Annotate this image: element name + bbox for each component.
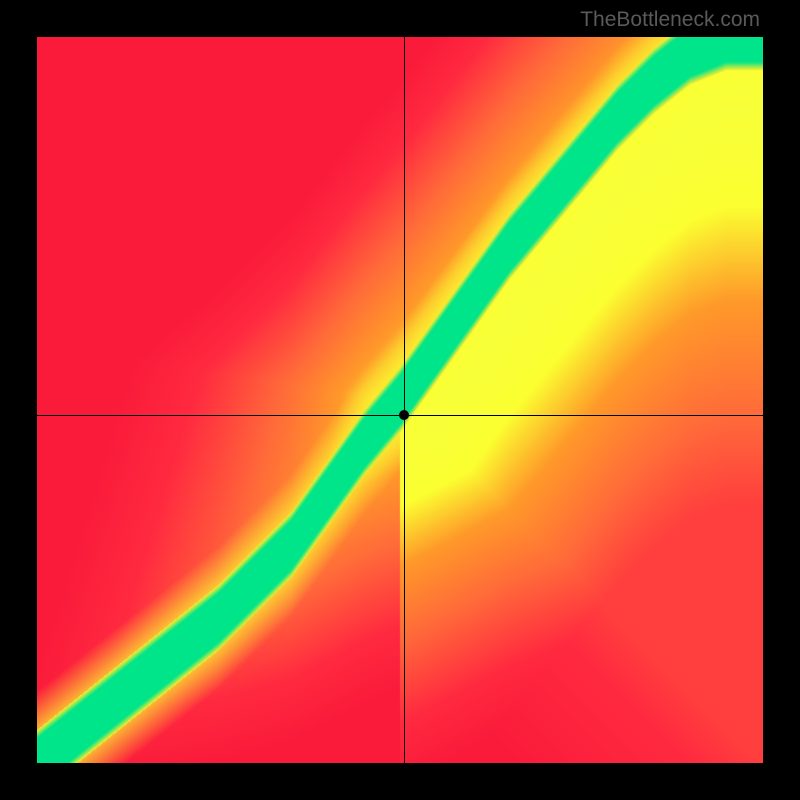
- watermark-text: TheBottleneck.com: [580, 8, 760, 32]
- heatmap-plot: [37, 37, 763, 763]
- crosshair-vertical: [404, 37, 405, 763]
- heatmap-canvas: [37, 37, 763, 763]
- crosshair-marker: [399, 410, 409, 420]
